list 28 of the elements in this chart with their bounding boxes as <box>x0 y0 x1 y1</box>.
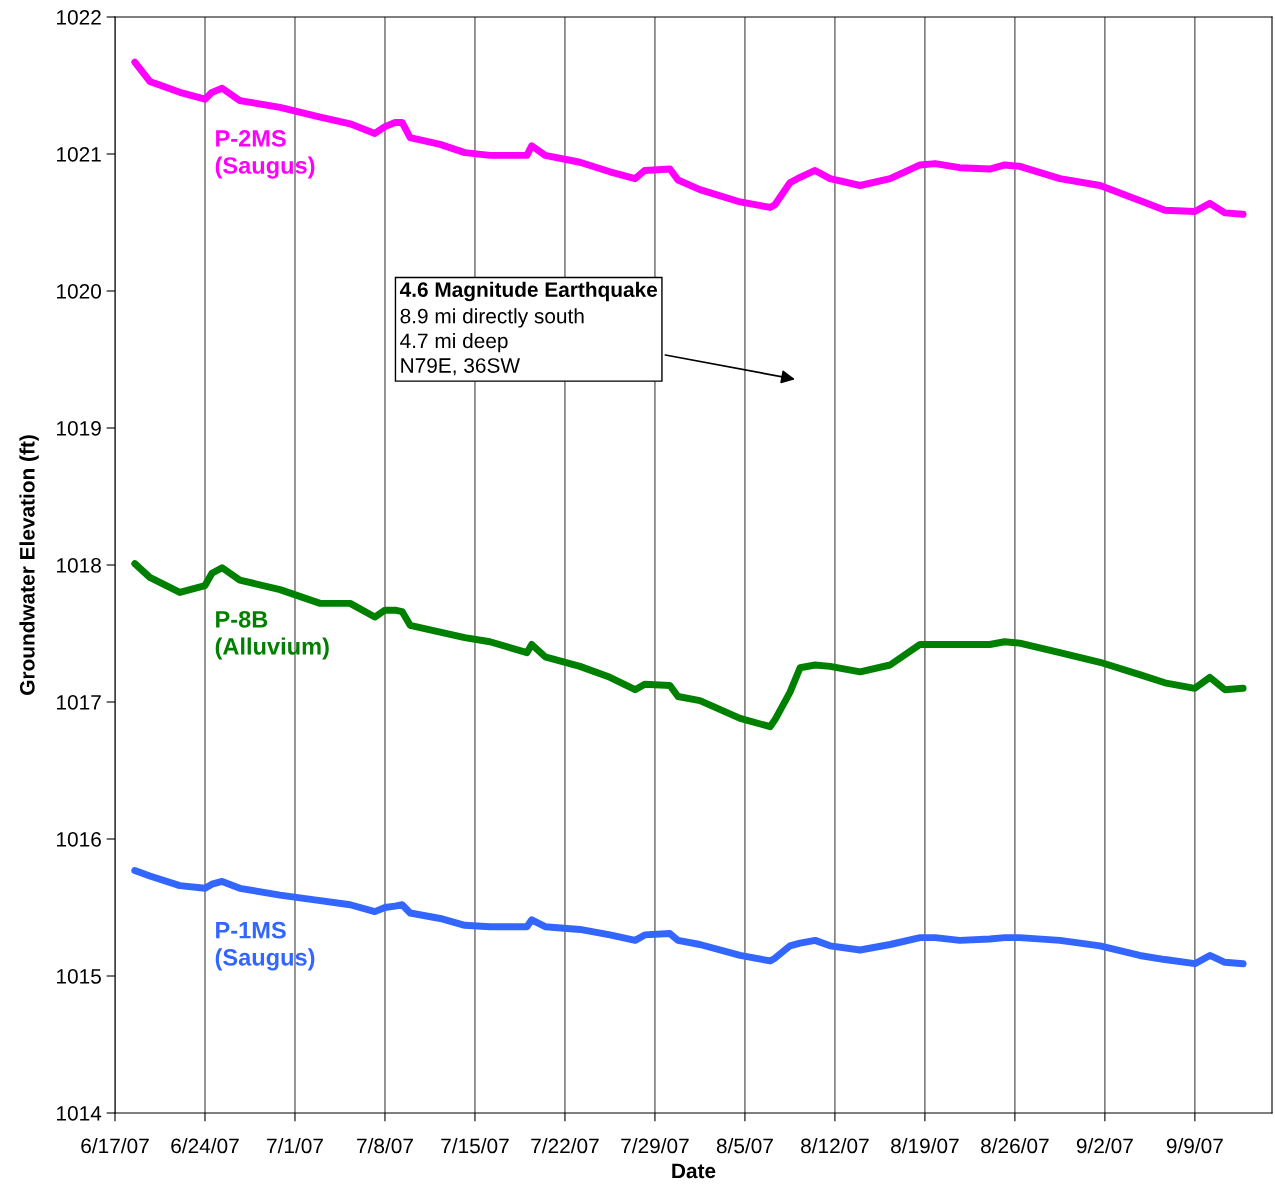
series-label: P-2MS (Saugus) <box>215 130 315 179</box>
x-tick-label: 6/24/07 <box>171 1138 239 1154</box>
annotation: 4.6 Magnitude Earthquake 8.9 mi directly south 4.7 mi deep N79E, 36SW <box>399 281 658 376</box>
y-axis-title: Groundwater Elevation (ft) <box>19 435 39 695</box>
x-tick-label: 7/1/07 <box>267 1138 323 1154</box>
x-tick-label: 8/26/07 <box>981 1138 1049 1154</box>
series-label: P-1MS (Saugus) <box>215 921 315 971</box>
series-label: P-8B (Alluvium) <box>215 610 329 660</box>
x-tick-label: 8/12/07 <box>801 1138 869 1154</box>
x-tick-label: 8/19/07 <box>891 1138 959 1154</box>
y-tick-label: 1015 <box>57 969 101 984</box>
y-tick-label: 1017 <box>57 695 101 710</box>
x-tick-label: 7/15/07 <box>441 1138 509 1154</box>
y-tick-label: 1020 <box>57 284 101 299</box>
y-tick-label: 1016 <box>57 832 101 847</box>
y-tick-label: 1018 <box>57 558 101 573</box>
x-tick-label: 9/9/07 <box>1166 1138 1223 1154</box>
x-tick-label: 6/17/07 <box>81 1138 149 1154</box>
x-tick-label: 7/8/07 <box>357 1138 413 1154</box>
x-axis-title: Date <box>672 1163 716 1179</box>
x-tick-label: 7/22/07 <box>531 1138 599 1154</box>
y-tick-label: 1022 <box>57 10 101 25</box>
y-tick-label: 1019 <box>57 421 101 436</box>
x-tick-label: 8/5/07 <box>716 1138 773 1154</box>
x-tick-label: 9/2/07 <box>1076 1138 1133 1154</box>
y-tick-label: 1021 <box>57 147 101 162</box>
y-tick-label: 1014 <box>57 1106 102 1121</box>
x-tick-label: 7/29/07 <box>621 1138 689 1154</box>
